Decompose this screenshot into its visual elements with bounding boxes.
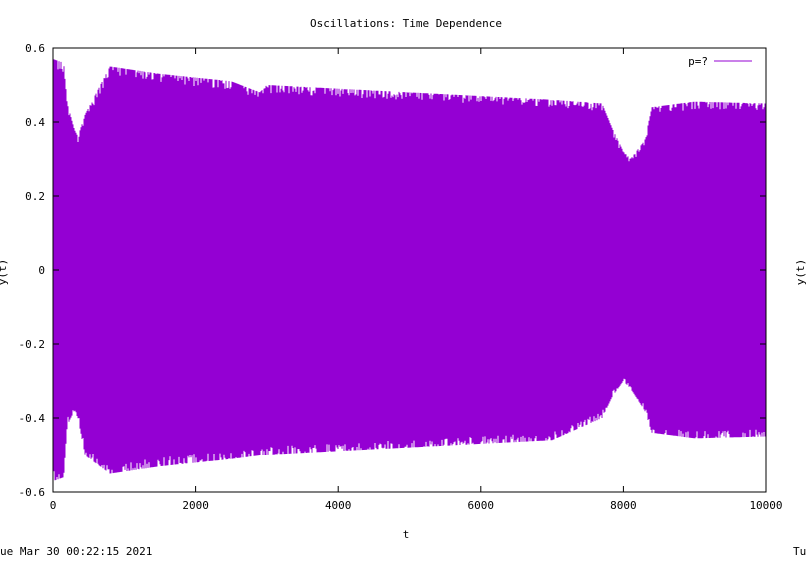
- y-tick-label: 0: [38, 264, 45, 277]
- legend-label: p=?: [688, 55, 708, 68]
- x-tick-label: 10000: [749, 499, 782, 512]
- y-tick-label: 0.4: [25, 116, 45, 129]
- y-axis-label: y(t): [0, 259, 9, 286]
- plot-area: [53, 59, 766, 481]
- x-tick-label: 6000: [468, 499, 495, 512]
- y-axis: -0.6 -0.4 -0.2 0 0.2 0.4 0.6: [19, 42, 766, 499]
- y-tick-label: -0.2: [19, 338, 46, 351]
- chart-title: Oscillations: Time Dependence: [310, 17, 502, 30]
- series-line: [53, 59, 766, 481]
- x-tick-label: 4000: [325, 499, 352, 512]
- y-axis-label-right: y(t): [794, 259, 807, 286]
- y-tick-label: -0.6: [19, 486, 46, 499]
- legend: p=?: [688, 55, 752, 68]
- x-tick-label: 0: [50, 499, 57, 512]
- y-tick-label: -0.4: [19, 412, 46, 425]
- x-tick-label: 2000: [182, 499, 209, 512]
- y-tick-label: 0.2: [25, 190, 45, 203]
- x-axis-label: t: [403, 528, 410, 541]
- timestamp-left: ue Mar 30 00:22:15 2021: [0, 545, 152, 558]
- timestamp-right: Tu: [793, 545, 806, 558]
- y-tick-label: 0.6: [25, 42, 45, 55]
- x-tick-label: 8000: [610, 499, 637, 512]
- x-axis: 0 2000 4000 6000 8000 10000: [50, 48, 783, 512]
